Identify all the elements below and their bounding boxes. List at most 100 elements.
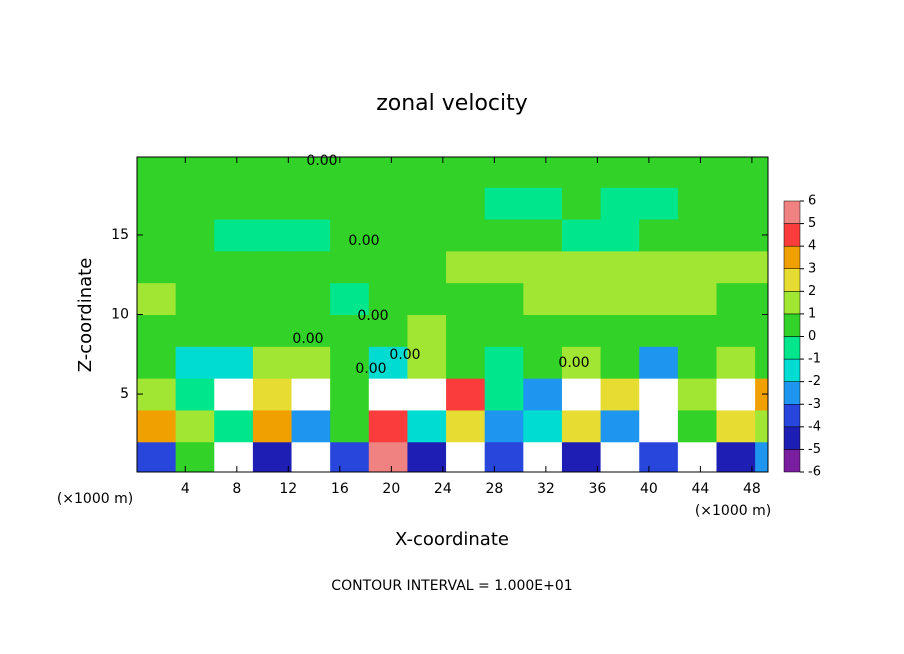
field-cell bbox=[639, 378, 679, 411]
field-cell bbox=[484, 157, 524, 188]
field-cell bbox=[600, 346, 640, 379]
field-cell bbox=[600, 250, 640, 284]
field-cell bbox=[252, 187, 293, 220]
field-cell bbox=[600, 441, 640, 472]
field-cell bbox=[137, 314, 177, 347]
field-cell bbox=[484, 250, 524, 284]
field-cell bbox=[600, 314, 640, 347]
field-cell bbox=[677, 282, 717, 315]
field-cell bbox=[368, 409, 408, 443]
field-cell bbox=[639, 314, 679, 347]
chart-title: zonal velocity bbox=[376, 91, 528, 116]
y-tick-label: 5 bbox=[120, 386, 129, 402]
colorbar-label: -3 bbox=[808, 397, 821, 412]
footer: CONTOUR INTERVAL = 1.000E+01 bbox=[331, 578, 572, 594]
field-cell bbox=[639, 441, 679, 472]
field-cell bbox=[484, 187, 524, 220]
field-cell bbox=[252, 219, 293, 252]
field-cell bbox=[214, 219, 254, 252]
field-cell bbox=[214, 250, 254, 284]
field-cell bbox=[677, 378, 717, 411]
field-cell bbox=[523, 409, 563, 443]
colorbar-label: 6 bbox=[808, 194, 816, 209]
field-cell bbox=[330, 441, 370, 472]
field-cell bbox=[484, 378, 524, 411]
field-cell bbox=[175, 346, 215, 379]
field-cell bbox=[291, 250, 331, 284]
field-cell bbox=[446, 250, 486, 284]
field-cell bbox=[446, 219, 486, 252]
x-tick-label: 40 bbox=[640, 481, 658, 497]
field-cell bbox=[677, 157, 717, 188]
field bbox=[137, 157, 768, 472]
x-tick-label: 44 bbox=[691, 481, 709, 497]
field-cell bbox=[523, 378, 563, 411]
colorbar-label: 5 bbox=[808, 216, 816, 231]
field-cell bbox=[291, 187, 331, 220]
field-cell bbox=[407, 346, 447, 379]
field-cell bbox=[523, 187, 563, 220]
field-cell bbox=[523, 346, 563, 379]
field-cell bbox=[561, 346, 602, 379]
field-cell bbox=[523, 250, 563, 284]
field-cell bbox=[368, 441, 408, 472]
field-cell bbox=[330, 157, 370, 188]
colorbar-box bbox=[783, 404, 801, 428]
field-cell bbox=[137, 409, 177, 443]
field-cell bbox=[330, 346, 370, 379]
field-cell bbox=[716, 157, 756, 188]
field-cell bbox=[600, 282, 640, 315]
field-cell bbox=[677, 409, 717, 443]
field-cell bbox=[214, 346, 254, 379]
field-cell bbox=[252, 314, 293, 347]
x-unit-label: (×1000 m) bbox=[695, 503, 771, 519]
field-cell bbox=[446, 409, 486, 443]
field-cell bbox=[407, 409, 447, 443]
field-cell bbox=[639, 187, 679, 220]
field-cell bbox=[368, 187, 408, 220]
contour-label: 0.00 bbox=[306, 153, 337, 169]
field-cell bbox=[137, 378, 177, 411]
field-cell bbox=[252, 409, 293, 443]
y-axis-label: Z-coordinate bbox=[75, 258, 96, 373]
field-cell bbox=[677, 314, 717, 347]
field-cell bbox=[175, 250, 215, 284]
y-tick-label: 10 bbox=[111, 307, 129, 323]
field-cell bbox=[252, 378, 293, 411]
y-tick-label: 15 bbox=[111, 227, 129, 243]
field-cell bbox=[175, 378, 215, 411]
colorbar-box bbox=[783, 291, 801, 315]
field-cell bbox=[137, 346, 177, 379]
field-cell bbox=[214, 441, 254, 472]
field-cell bbox=[755, 187, 768, 220]
field-cell bbox=[368, 250, 408, 284]
field-cell bbox=[716, 250, 756, 284]
field-cell bbox=[175, 219, 215, 252]
field-cell bbox=[755, 282, 768, 315]
field-cell bbox=[755, 314, 768, 347]
field-cell bbox=[175, 157, 215, 188]
field-cell bbox=[523, 157, 563, 188]
field-cell bbox=[561, 314, 602, 347]
field-cell bbox=[755, 346, 768, 379]
field-cell bbox=[755, 157, 768, 188]
field-cell bbox=[214, 282, 254, 315]
field-cell bbox=[214, 187, 254, 220]
field-cell bbox=[291, 441, 331, 472]
field-cell bbox=[175, 409, 215, 443]
x-tick-label: 28 bbox=[485, 481, 503, 497]
x-unit-label: (×1000 m) bbox=[57, 491, 133, 507]
field-cell bbox=[137, 250, 177, 284]
field-cell bbox=[407, 250, 447, 284]
x-tick-label: 36 bbox=[588, 481, 606, 497]
colorbar-box bbox=[783, 245, 801, 270]
field-cell bbox=[446, 378, 486, 411]
colorbar-label: 0 bbox=[808, 329, 816, 344]
field-cell bbox=[175, 441, 215, 472]
field-cell bbox=[561, 282, 602, 315]
colorbar-label: -6 bbox=[808, 465, 821, 480]
field-cell bbox=[484, 346, 524, 379]
field-cell bbox=[561, 441, 602, 472]
field-cell bbox=[523, 282, 563, 315]
field-cell bbox=[716, 187, 756, 220]
